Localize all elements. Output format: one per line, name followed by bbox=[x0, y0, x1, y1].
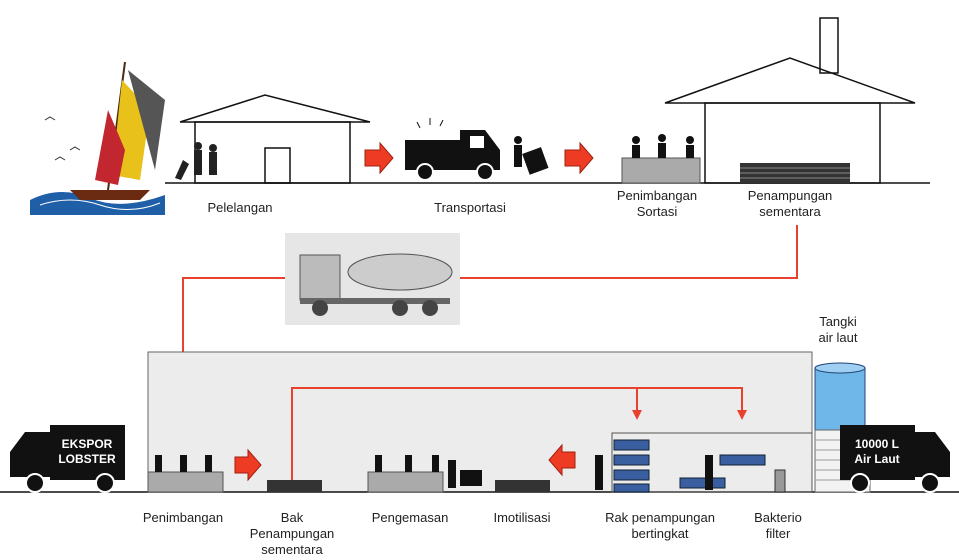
arrow-head bbox=[632, 410, 642, 420]
auction-house bbox=[175, 94, 371, 184]
truck-text: Air Laut bbox=[854, 452, 899, 466]
label: Bakterio bbox=[754, 510, 802, 525]
flow-arrow bbox=[548, 443, 576, 477]
flow-arrow bbox=[564, 141, 594, 175]
label: Rak penampungan bbox=[605, 510, 715, 525]
sea-ship bbox=[30, 61, 165, 215]
truck bbox=[405, 118, 549, 181]
label: air laut bbox=[818, 330, 857, 345]
label: Penimbangan bbox=[143, 510, 223, 525]
label: Penampungan bbox=[748, 188, 833, 203]
tank-bak bbox=[267, 480, 322, 492]
label: Sortasi bbox=[637, 204, 678, 219]
truck-text: 10000 L bbox=[855, 437, 899, 451]
facility bbox=[147, 351, 813, 493]
sorting-table bbox=[621, 134, 701, 184]
arrow-head bbox=[737, 410, 747, 420]
truck-text: EKSPOR bbox=[62, 437, 113, 451]
label: sementara bbox=[759, 204, 821, 219]
truck-text: LOBSTER bbox=[58, 452, 116, 466]
label: sementara bbox=[261, 542, 323, 557]
tiered-rack bbox=[595, 432, 813, 493]
water-truck bbox=[840, 425, 950, 493]
label: Bak bbox=[281, 510, 304, 525]
label: Penampungan bbox=[250, 526, 335, 541]
packing-table bbox=[367, 455, 482, 493]
label: Transportasi bbox=[434, 200, 506, 215]
immobilization-box bbox=[495, 480, 550, 492]
label: Tangki bbox=[819, 314, 857, 329]
label: Penimbangan bbox=[617, 188, 697, 203]
weigh-table bbox=[147, 455, 224, 493]
label: Pelelangan bbox=[207, 200, 272, 215]
label: filter bbox=[766, 526, 791, 541]
label: bertingkat bbox=[631, 526, 688, 541]
flow-arrow bbox=[364, 141, 394, 175]
storage-house bbox=[664, 17, 916, 184]
label: Pengemasan bbox=[372, 510, 449, 525]
flow-line bbox=[291, 387, 743, 482]
export-truck bbox=[10, 425, 125, 493]
tanker-picture bbox=[285, 233, 460, 325]
flow-arrow bbox=[234, 448, 262, 482]
label: Imotilisasi bbox=[493, 510, 550, 525]
